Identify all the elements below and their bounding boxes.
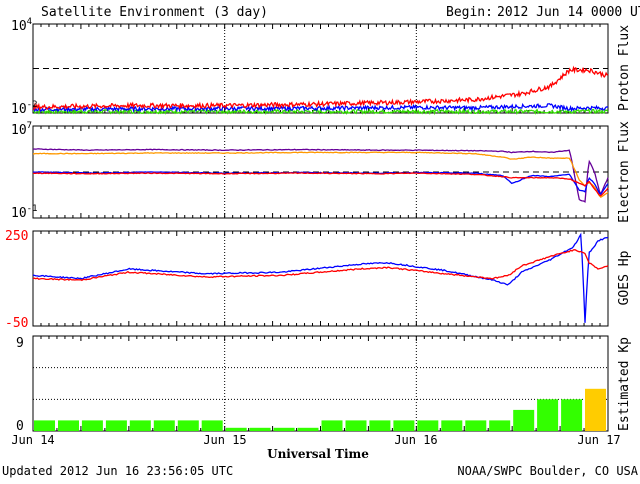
hp-ytick-min: -50 [5, 316, 28, 331]
proton-ytick-max: 104 [11, 17, 32, 34]
kp-bar [153, 420, 175, 431]
kp-bar [129, 420, 151, 431]
hp-panel-frame [32, 230, 609, 327]
xtick-jun15: Jun 15 [203, 433, 246, 447]
proton-ytick-min: 10-2 [11, 100, 38, 117]
proton-flux-ylabel: Proton Flux [617, 25, 632, 111]
kp-bar [441, 420, 463, 431]
hp-ytick-max: 250 [5, 229, 28, 244]
kp-bar [585, 388, 606, 431]
electron-series-red [33, 172, 609, 197]
electron-series-blue [32, 171, 609, 195]
begin-value: 2012 Jun 14 0000 UTC [497, 5, 640, 20]
kp-ytick-min: 0 [16, 419, 24, 434]
kp-bar [225, 427, 247, 431]
credit-text: NOAA/SWPC Boulder, CO USA [457, 464, 638, 478]
electron-ytick-max: 107 [11, 121, 32, 138]
begin-label: Begin: [446, 5, 493, 20]
kp-bar [34, 420, 55, 431]
hp-series-blue [32, 232, 609, 323]
kp-bar [537, 399, 559, 431]
electron-series-orange [33, 151, 609, 199]
kp-bar [489, 420, 511, 431]
kp-bar [81, 420, 103, 431]
xtick-jun14: Jun 14 [11, 433, 54, 447]
kp-bar [201, 420, 223, 431]
xtick-jun16: Jun 16 [394, 433, 437, 447]
kp-bar [513, 409, 535, 431]
proton-panel-frame [32, 23, 609, 114]
kp-bar [393, 420, 415, 431]
kp-bar [369, 420, 391, 431]
proton-series-green [32, 107, 609, 116]
kp-bar [345, 420, 367, 431]
kp-bar [417, 420, 439, 431]
hp-series-red [32, 249, 609, 282]
kp-bar [561, 399, 583, 431]
proton-series-blue [32, 102, 609, 113]
chart-title: Satellite Environment (3 day) [41, 5, 268, 20]
proton-series-red [32, 65, 609, 112]
xaxis-label: Universal Time [267, 447, 369, 461]
updated-timestamp: Updated 2012 Jun 16 23:56:05 UTC [2, 464, 233, 478]
kp-bar [321, 420, 343, 431]
electron-flux-ylabel: Electron Flux [617, 121, 632, 223]
kp-bar [465, 420, 487, 431]
kp-bar [273, 427, 295, 431]
goes-hp-ylabel: GOES Hp [617, 250, 632, 305]
electron-ytick-min: 10-1 [11, 204, 38, 221]
kp-ytick-max: 9 [16, 336, 24, 351]
estimated-kp-ylabel: Estimated Kp [617, 337, 632, 431]
kp-bar [58, 420, 79, 431]
kp-bar [105, 420, 127, 431]
kp-bar [177, 420, 199, 431]
kp-bar [249, 427, 271, 431]
xtick-jun17: Jun 17 [577, 433, 620, 447]
kp-bar [297, 427, 319, 431]
electron-series-purple [32, 148, 609, 203]
